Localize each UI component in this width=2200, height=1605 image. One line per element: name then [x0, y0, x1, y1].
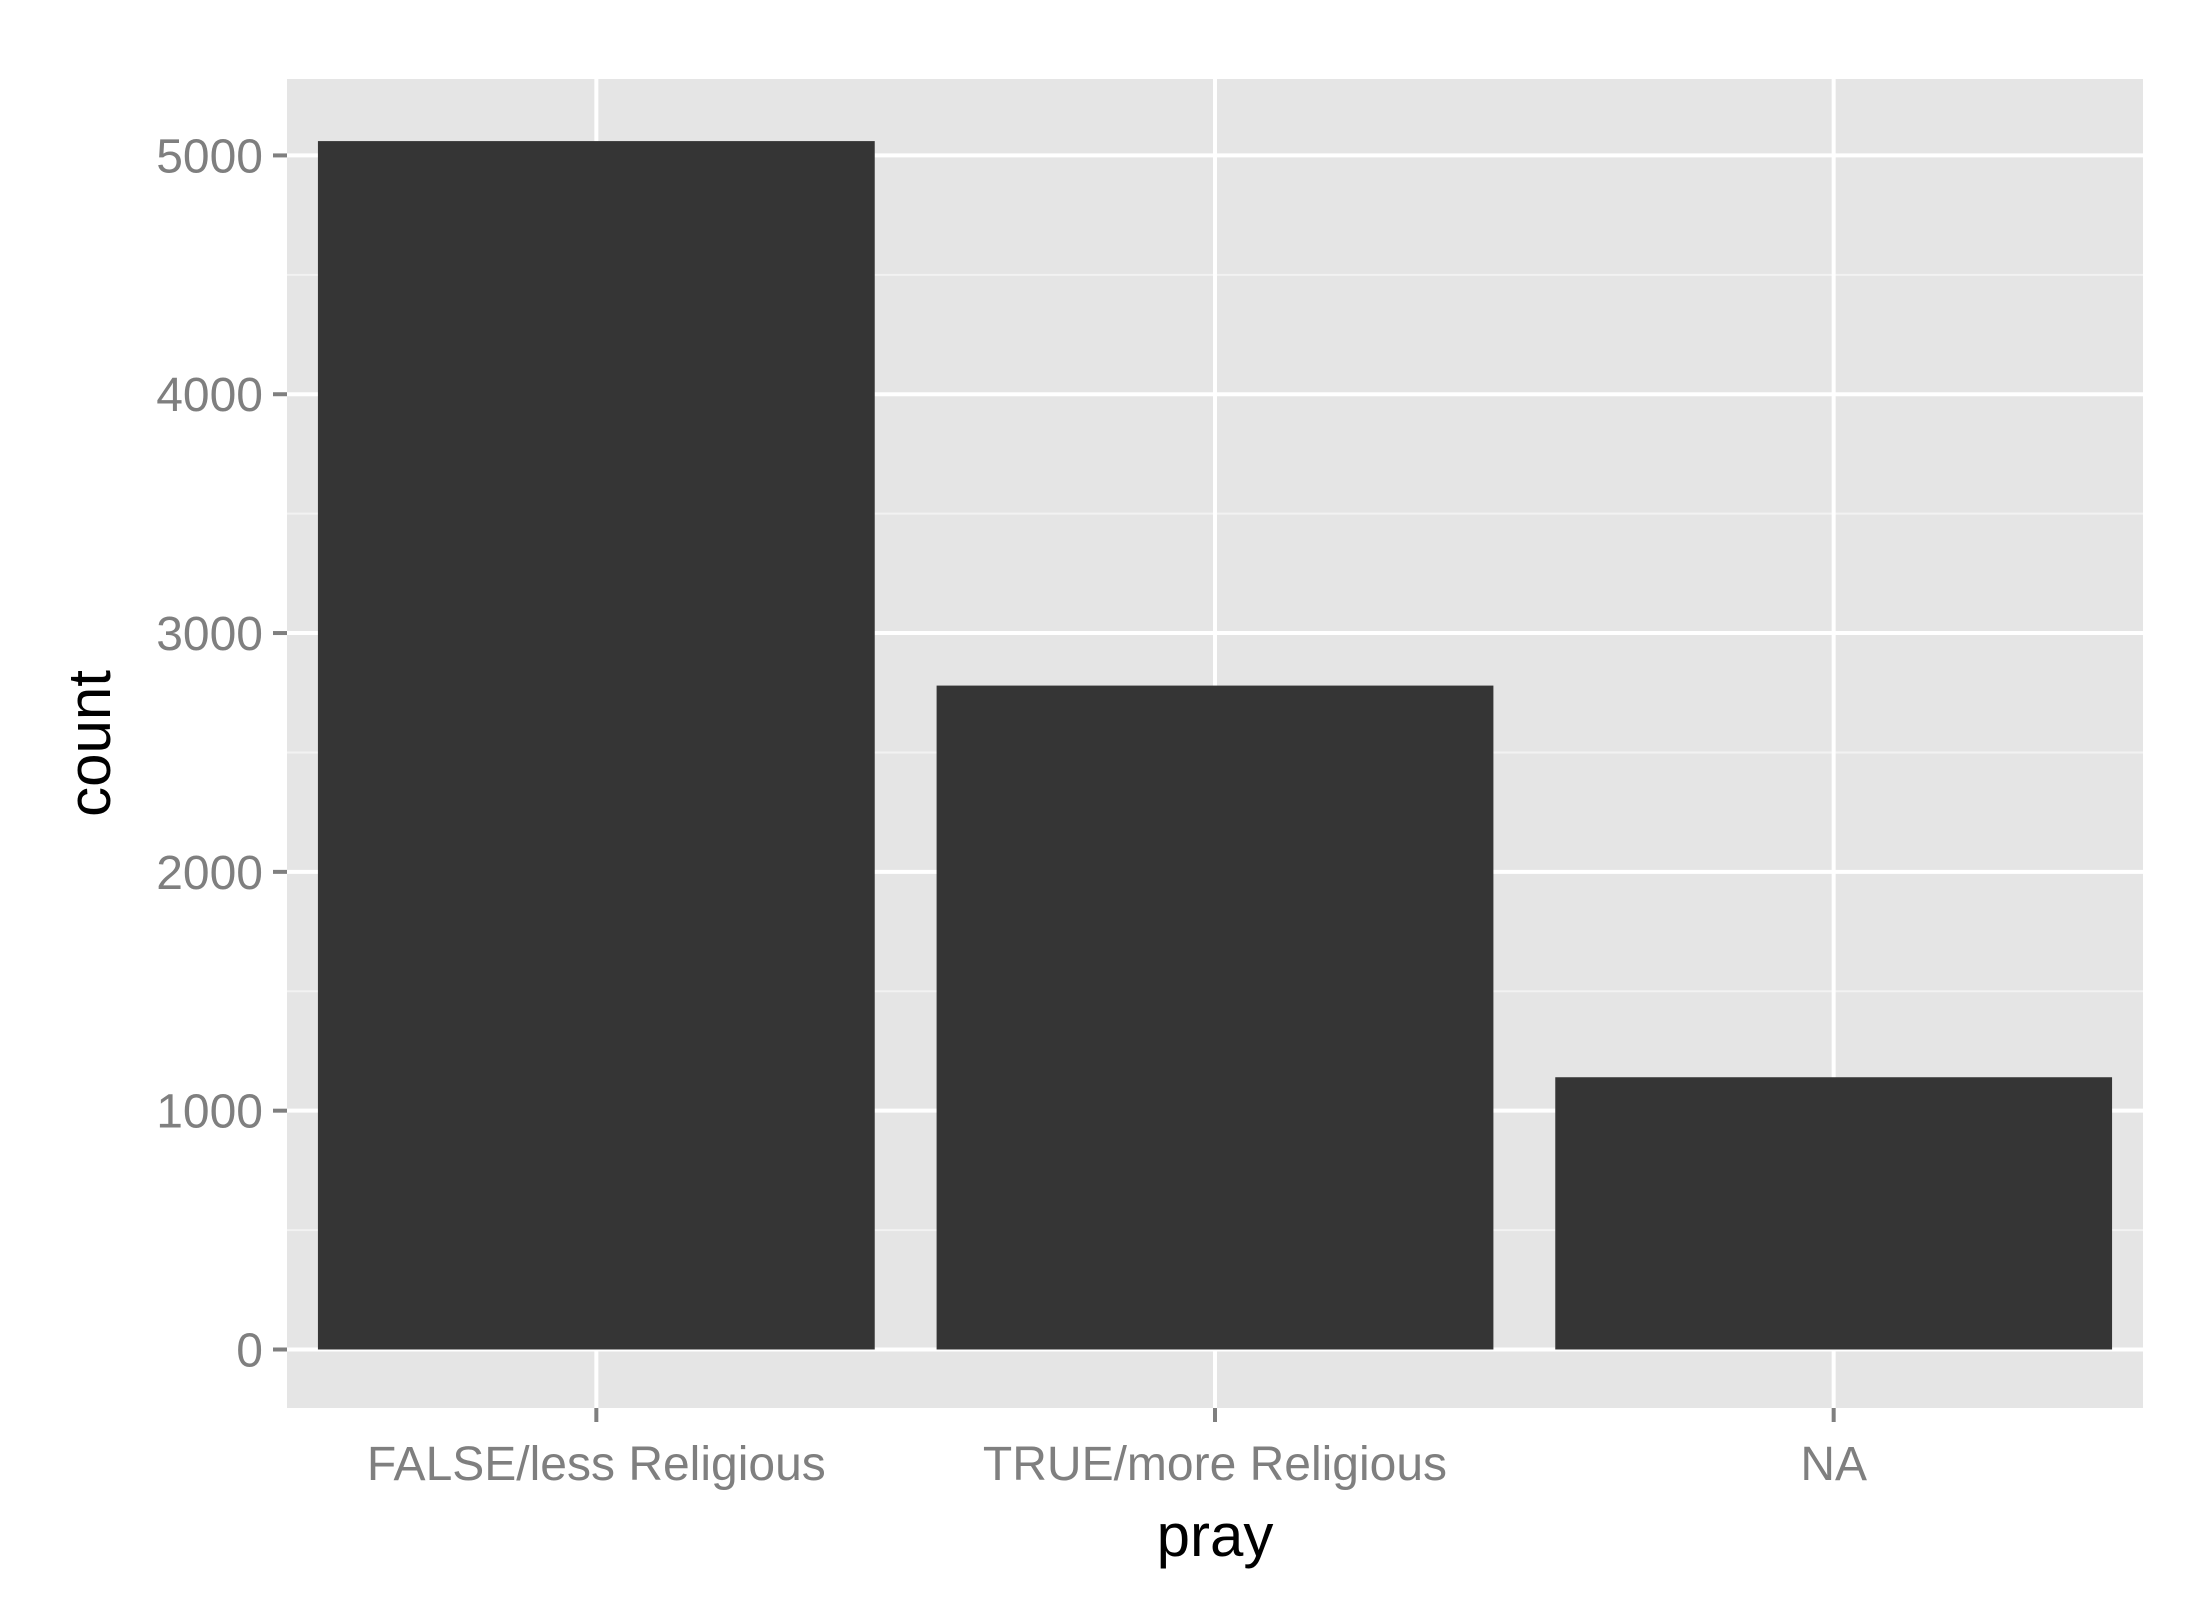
- x-axis-title: pray: [1157, 1502, 1274, 1569]
- y-axis-ticks: 0 1000 2000 3000 4000 5000: [156, 130, 287, 1377]
- x-axis-ticks: FALSE/less Religious TRUE/more Religious N…: [367, 1408, 1867, 1491]
- x-tick-label: NA: [1800, 1438, 1867, 1491]
- y-tick-label: 2000: [156, 847, 263, 900]
- bars: [317, 141, 2113, 1350]
- bar: [936, 685, 1494, 1350]
- x-tick-label: FALSE/less Religious: [367, 1438, 826, 1491]
- y-tick-label: 3000: [156, 608, 263, 661]
- y-tick-label: 5000: [156, 130, 263, 183]
- y-tick-label: 1000: [156, 1086, 263, 1139]
- x-tick-label: TRUE/more Religious: [983, 1438, 1447, 1491]
- y-axis-title: count: [56, 670, 123, 817]
- bar: [1555, 1077, 2113, 1350]
- y-tick-label: 4000: [156, 369, 263, 422]
- y-tick-label: 0: [236, 1324, 263, 1377]
- bar: [317, 141, 875, 1350]
